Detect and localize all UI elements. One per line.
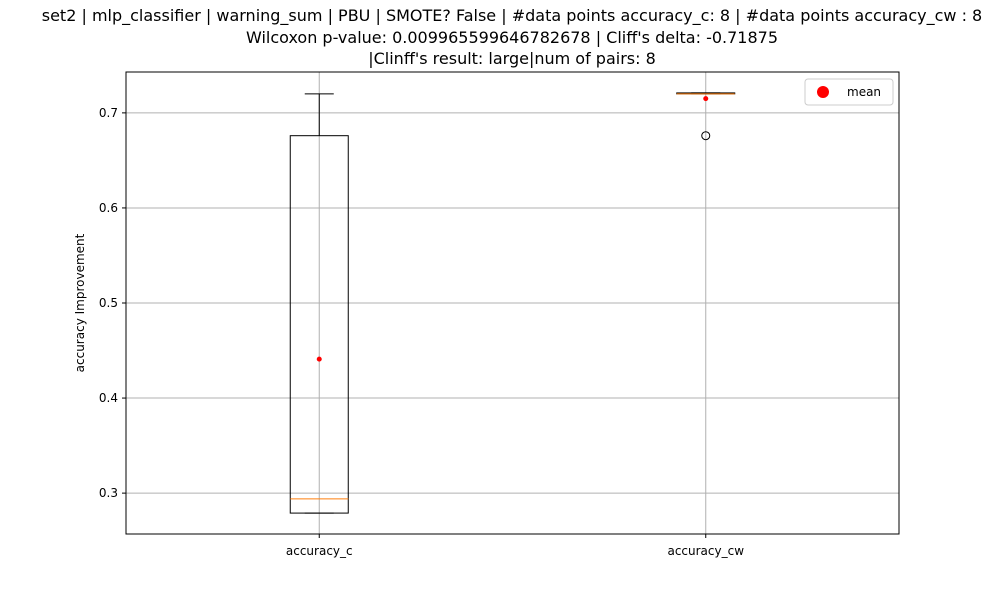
legend-mean-marker — [817, 86, 829, 98]
title-line-1: set2 | mlp_classifier | warning_sum | PB… — [42, 6, 982, 26]
mean-point — [316, 356, 322, 362]
y-tick-label: 0.4 — [99, 391, 118, 405]
y-axis-label: accuracy Improvement — [73, 233, 87, 372]
legend-box — [804, 78, 894, 106]
box-accuracy_c — [289, 93, 349, 514]
chart-title: set2 | mlp_classifier | warning_sum | PB… — [42, 6, 982, 68]
box-accuracy_cw — [676, 92, 736, 141]
plot-frame — [125, 71, 900, 535]
axis-ticks: 0.3 0.4 0.5 0.6 0.7 accuracy_c accuracy_cw — [99, 106, 744, 558]
title-line-3: |Clinff's result: large|num of pairs: 8 — [368, 49, 656, 68]
grid-lines — [126, 72, 899, 534]
title-line-2: Wilcoxon p-value: 0.009965599646782678 |… — [246, 28, 778, 47]
mean-point — [703, 96, 709, 102]
legend-mean-label: mean — [847, 85, 881, 99]
boxes — [289, 92, 736, 514]
y-tick-label: 0.3 — [99, 486, 118, 500]
iqr-box — [289, 135, 349, 514]
x-tick-label: accuracy_cw — [667, 544, 744, 558]
y-tick-label: 0.7 — [99, 106, 118, 120]
x-tick-label: accuracy_c — [286, 544, 353, 558]
y-tick-label: 0.6 — [99, 201, 118, 215]
legend: mean — [804, 78, 894, 106]
y-tick-label: 0.5 — [99, 296, 118, 310]
outlier-point — [701, 131, 711, 141]
